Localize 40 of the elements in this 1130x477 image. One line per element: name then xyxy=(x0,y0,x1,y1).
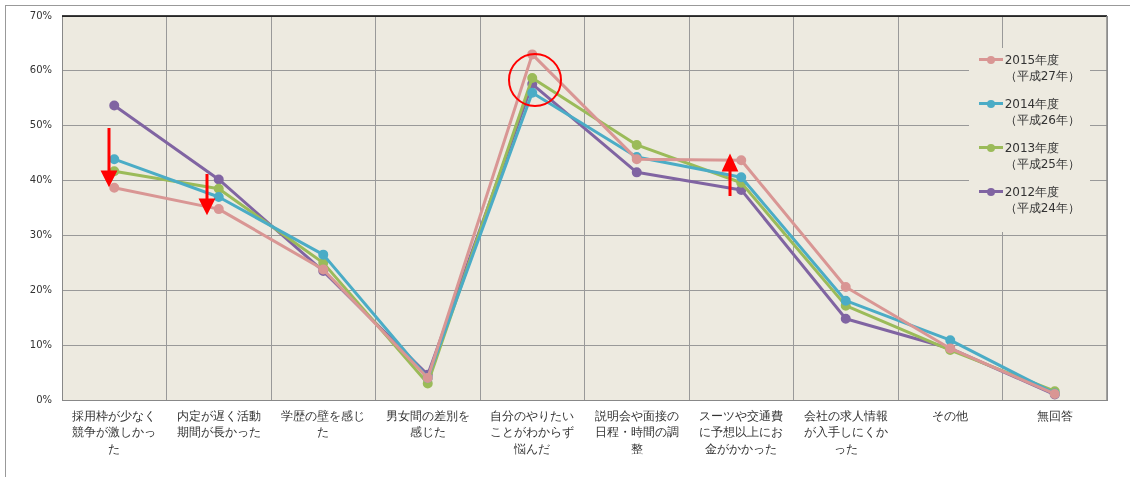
y-tick-label: 50% xyxy=(29,119,52,131)
point xyxy=(945,335,956,346)
point xyxy=(318,249,329,260)
point xyxy=(213,204,224,215)
legend-label: 2013年度（平成25年） xyxy=(1004,140,1080,172)
point xyxy=(109,100,120,111)
legend-label: 2015年度（平成27年） xyxy=(1004,52,1080,84)
y-tick-label: 40% xyxy=(29,174,52,186)
point xyxy=(527,72,538,83)
x-tick-label: 説明会や面接の日程・時間の調整 xyxy=(594,408,679,457)
legend-label: 2012年度（平成24年） xyxy=(1004,184,1080,216)
point xyxy=(527,87,538,98)
x-tick-label: 内定が遅く活動期間が長かった xyxy=(176,408,261,440)
legend-label: 2014年度（平成26年） xyxy=(1004,96,1080,128)
x-tick-label: 男女間の差別を感じた xyxy=(385,408,470,440)
point xyxy=(840,313,851,324)
y-tick-label: 60% xyxy=(29,64,52,76)
point xyxy=(736,155,747,166)
y-tick-label: 20% xyxy=(29,283,52,295)
y-tick-label: 30% xyxy=(29,229,52,241)
x-tick-label: 学歴の壁を感じた xyxy=(281,408,366,440)
point xyxy=(109,182,120,193)
point xyxy=(840,281,851,292)
y-tick-label: 70% xyxy=(29,9,52,21)
point xyxy=(736,172,747,183)
point xyxy=(213,174,224,185)
x-tick-label: 会社の求人情報が入手しにくかった xyxy=(803,408,888,457)
point xyxy=(213,183,224,194)
x-tick-label: 無回答 xyxy=(1036,408,1073,423)
x-tick-label: 自分のやりたいことがわからず悩んだ xyxy=(490,408,575,457)
point xyxy=(840,295,851,306)
x-tick-label: スーツや交通費に予想以上にお金がかかった xyxy=(699,408,784,457)
x-tick-label: その他 xyxy=(932,408,969,423)
point xyxy=(213,192,224,203)
y-tick-label: 0% xyxy=(36,393,52,405)
x-tick-label: 採用枠が少なく競争が激しかった xyxy=(72,408,157,457)
y-tick-label: 10% xyxy=(29,338,52,350)
point xyxy=(631,167,642,178)
point xyxy=(109,154,120,165)
point xyxy=(631,139,642,150)
